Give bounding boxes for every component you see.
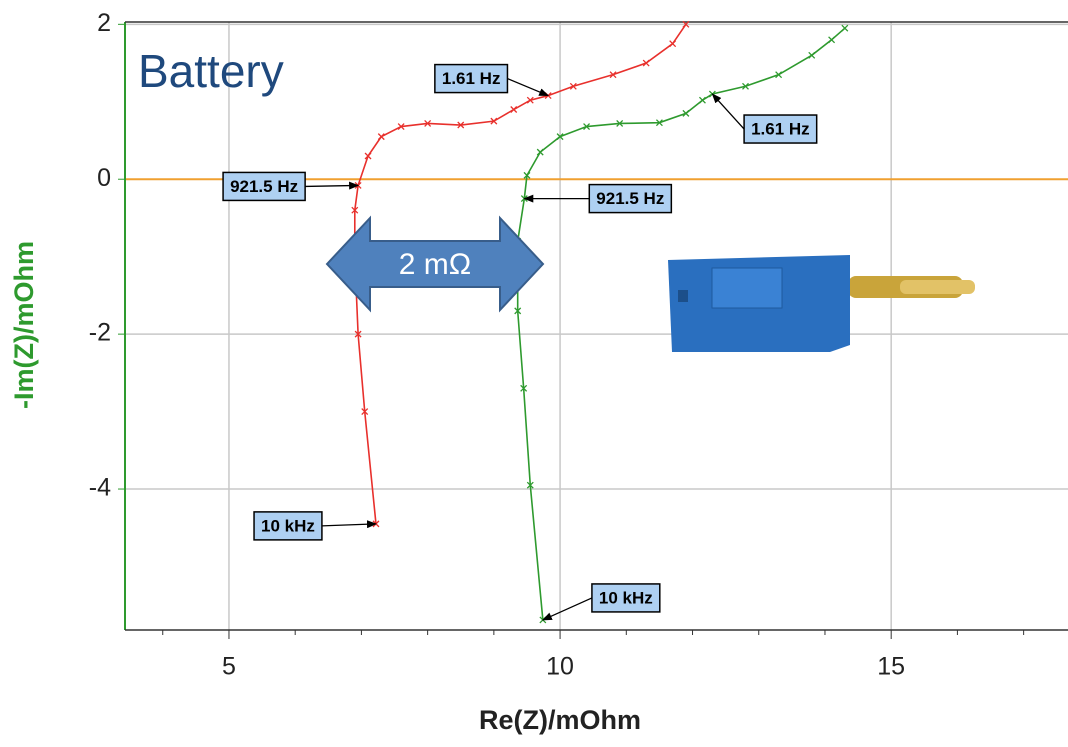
data-point — [742, 82, 749, 90]
grid: 5 10 15 -4 -2 0 2 — [89, 9, 1068, 681]
plug-tip — [900, 280, 975, 294]
annotation: 921.5 Hz — [523, 183, 673, 214]
y-tick-label: -4 — [89, 474, 111, 502]
data-point — [520, 384, 528, 392]
data-point — [698, 96, 706, 104]
span-arrow: 2 mΩ — [325, 215, 545, 313]
data-point — [397, 123, 405, 131]
annotation-label: 921.5 Hz — [230, 177, 298, 196]
plug-slot — [678, 290, 688, 302]
data-point — [457, 121, 465, 129]
data-point — [526, 96, 534, 104]
annotation-box — [222, 171, 306, 202]
data-point — [523, 171, 531, 179]
annotation-arrow — [305, 181, 360, 190]
annotation-box — [434, 63, 509, 94]
span-label: 2 mΩ — [399, 248, 471, 281]
annotation: 1.61 Hz — [434, 63, 550, 97]
annotations: 1.61 Hz 921.5 Hz 10 kHz 1.61 Hz 921.5 Hz 10 k… — [222, 63, 818, 621]
data-point — [609, 71, 617, 79]
annotation-arrow — [541, 597, 593, 621]
data-point — [682, 109, 690, 117]
annotation-label: 1.61 Hz — [442, 69, 501, 88]
annotation-label: 921.5 Hz — [596, 189, 664, 208]
annotation-label: 10 kHz — [599, 588, 653, 607]
data-point — [642, 59, 650, 67]
x-tick-label: 5 — [222, 653, 236, 681]
data-point — [828, 36, 836, 44]
y-tick-label: 2 — [97, 9, 111, 37]
y-tick-label: 0 — [97, 164, 111, 192]
annotation: 1.61 Hz — [711, 93, 818, 144]
data-point — [424, 120, 432, 127]
annotation-label: 1.61 Hz — [751, 120, 810, 139]
plug-detail — [711, 267, 783, 309]
y-axis-title: -Im(Z)/mOhm — [9, 241, 39, 409]
annotation-arrow — [711, 93, 745, 130]
x-tick-label: 10 — [546, 653, 574, 681]
annotation-arrow — [321, 520, 377, 529]
x-tick-label: 15 — [877, 653, 905, 681]
data-point — [841, 24, 849, 32]
data-point — [514, 307, 522, 315]
data-point — [616, 120, 624, 127]
annotation-box — [253, 511, 323, 541]
x-axis-title: Re(Z)/mOhm — [479, 705, 641, 735]
annotation-box — [591, 583, 661, 613]
annotation: 921.5 Hz — [222, 171, 360, 202]
data-point — [361, 408, 369, 416]
y-tick-label: -2 — [89, 319, 111, 347]
data-point — [556, 133, 564, 141]
annotation: 10 kHz — [253, 511, 377, 541]
annotation-arrow — [507, 77, 550, 97]
data-point — [682, 20, 690, 28]
plug-image — [668, 255, 975, 352]
data-point — [364, 152, 372, 160]
chart-title: Battery — [138, 45, 284, 97]
data-point — [526, 481, 534, 489]
data-point — [536, 148, 544, 156]
data-point — [583, 123, 591, 131]
data-point — [669, 40, 677, 48]
data-point — [808, 51, 816, 59]
data-line — [516, 27, 846, 621]
data-point — [510, 106, 518, 113]
data-point — [377, 133, 385, 141]
annotation-box — [588, 183, 673, 214]
data-point — [351, 206, 359, 214]
annotation: 10 kHz — [541, 583, 661, 621]
data-point — [569, 82, 577, 90]
data-point — [490, 117, 498, 125]
data-point — [354, 330, 362, 338]
annotation-box — [743, 114, 818, 144]
data-point — [655, 119, 663, 127]
double-arrow — [325, 215, 545, 313]
data-point — [775, 71, 783, 79]
annotation-label: 10 kHz — [261, 516, 315, 535]
